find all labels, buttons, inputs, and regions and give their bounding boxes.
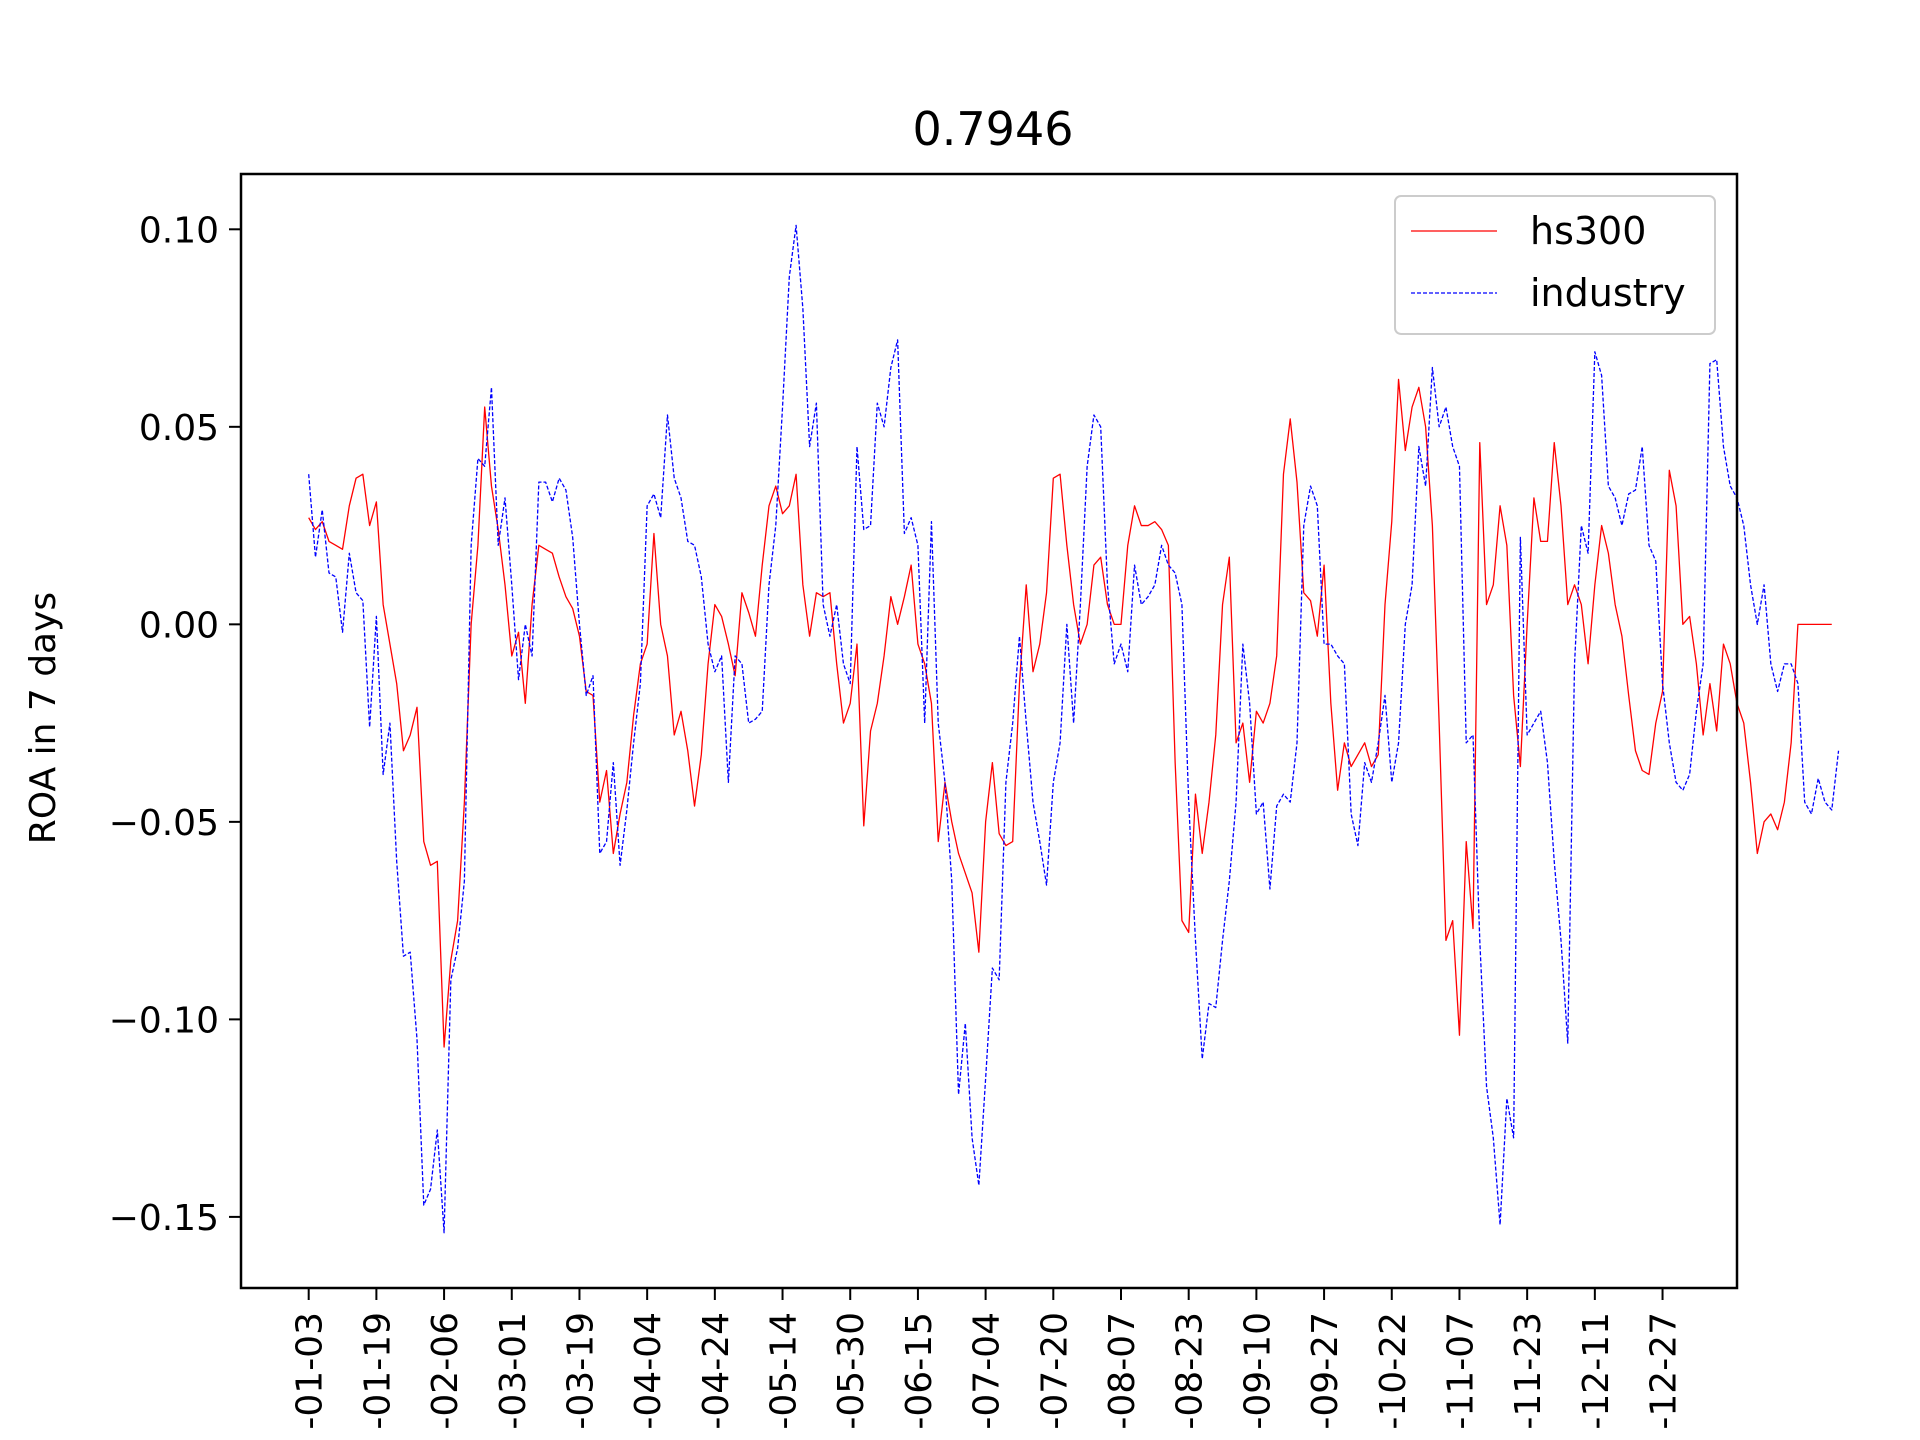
x-tick-label: -10-22: [1373, 1312, 1414, 1430]
x-tick-label: -03-19: [560, 1312, 601, 1430]
legend: hs300 industry: [1394, 195, 1716, 335]
chart-title: 0.7946: [913, 102, 1074, 156]
x-tick-label: -11-23: [1508, 1312, 1549, 1430]
x-tick-label: -03-01: [493, 1312, 534, 1430]
y-tick-label: −0.15: [109, 1198, 219, 1239]
x-tick-label: -09-27: [1305, 1312, 1346, 1430]
x-tick-label: -12-27: [1644, 1312, 1685, 1430]
x-tick-label: -01-03: [290, 1312, 331, 1430]
x-tick-label: -11-07: [1440, 1312, 1481, 1430]
x-tick-label: -08-23: [1170, 1312, 1211, 1430]
y-axis-label: ROA in 7 days: [23, 592, 64, 844]
x-tick-label: -09-10: [1237, 1312, 1278, 1430]
plot-area: 0.100.050.00−0.05−0.10−0.15-01-03 -01-19-…: [109, 172, 1840, 1430]
x-tick-label: -02-06: [425, 1312, 466, 1430]
x-tick-label: -06-15: [899, 1312, 940, 1430]
series-line-industry: [308, 224, 1840, 1234]
y-tick-label: 0.05: [139, 408, 219, 449]
x-tick-label: -08-07: [1102, 1312, 1143, 1430]
x-tick-label: -04-24: [696, 1312, 737, 1430]
y-tick-label: −0.10: [109, 1000, 219, 1041]
x-tick-label: -05-14: [764, 1312, 805, 1430]
legend-label-industry: industry: [1530, 271, 1686, 315]
x-tick-label: -01-19: [357, 1312, 398, 1430]
legend-label-hs300: hs300: [1530, 209, 1646, 253]
x-tick-label: -05-30: [831, 1312, 872, 1430]
y-tick-label: 0.00: [139, 605, 219, 646]
x-tick-label: -07-20: [1034, 1312, 1075, 1430]
x-tick-label: -07-04: [967, 1312, 1008, 1430]
y-tick-label: 0.10: [139, 210, 219, 251]
x-tick-label: -12-11: [1576, 1312, 1617, 1430]
axes-frame: [239, 172, 1739, 1290]
x-tick-label: -04-04: [628, 1312, 669, 1430]
y-tick-label: −0.05: [109, 803, 219, 844]
